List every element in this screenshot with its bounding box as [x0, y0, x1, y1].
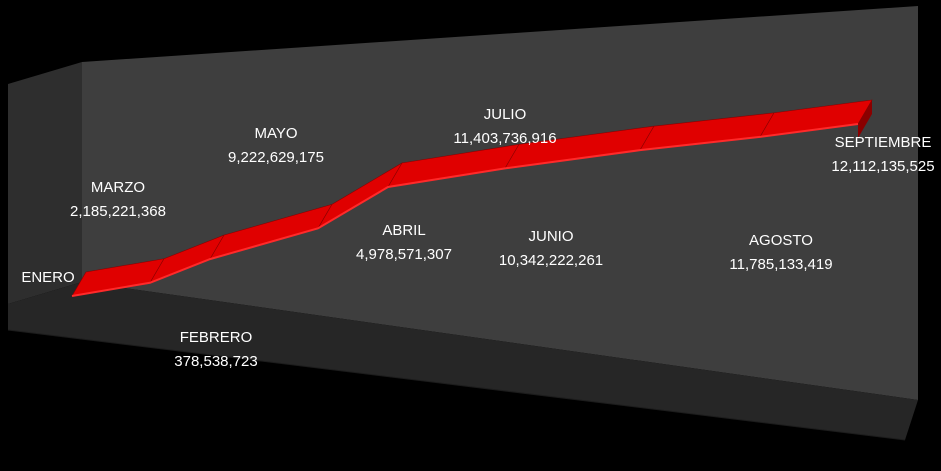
series-line	[71, 123, 859, 297]
category-label-abril: ABRIL	[382, 222, 425, 239]
value-label-mayo: 9,222,629,175	[228, 149, 324, 166]
category-label-junio: JUNIO	[529, 228, 574, 245]
series-end-cap	[858, 100, 872, 138]
category-label-julio: JULIO	[484, 106, 527, 123]
category-label-marzo: MARZO	[91, 179, 145, 196]
category-label-enero: ENERO	[21, 269, 74, 286]
floor-edge	[7, 329, 906, 441]
category-label-septiembre: SEPTIEMBRE	[835, 134, 932, 151]
side-wall	[8, 62, 82, 304]
value-label-agosto: 11,785,133,419	[729, 256, 832, 273]
value-label-marzo: 2,185,221,368	[70, 203, 166, 220]
category-label-febrero: FEBRERO	[180, 329, 253, 346]
back-wall	[82, 6, 918, 400]
value-label-septiembre: 12,112,135,525	[831, 158, 934, 175]
category-label-agosto: AGOSTO	[749, 232, 813, 249]
floor	[8, 282, 918, 440]
series-layer	[71, 99, 873, 297]
value-label-abril: 4,978,571,307	[356, 246, 452, 263]
category-label-mayo: MAYO	[254, 125, 297, 142]
value-label-junio: 10,342,222,261	[499, 252, 603, 269]
label-layer: ENERO FEBRERO 378,538,723 MARZO 2,185,221,36…	[21, 106, 934, 370]
value-label-febrero: 378,538,723	[174, 353, 257, 370]
value-label-julio: 11,403,736,916	[453, 130, 556, 147]
